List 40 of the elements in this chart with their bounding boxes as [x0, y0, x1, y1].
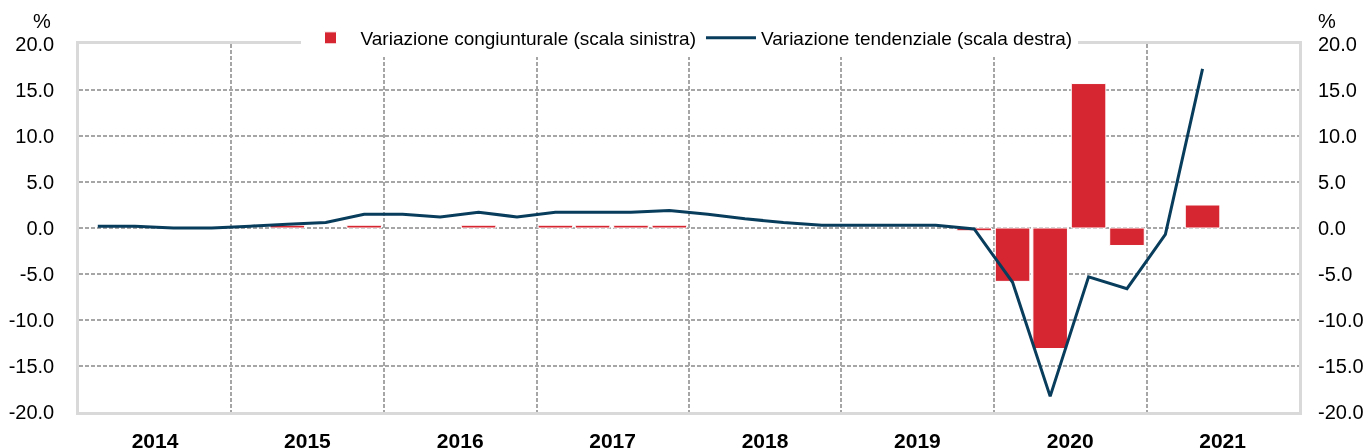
y-tick-label: -15.0 — [8, 355, 55, 377]
y2-tick-label: 0.0 — [1318, 217, 1346, 239]
x-tick-label: 2016 — [436, 428, 484, 448]
bar — [460, 224, 497, 229]
x-tick-label: 2014 — [131, 428, 179, 448]
bar — [1070, 83, 1107, 229]
y-tick-label: 15.0 — [15, 79, 55, 101]
bar — [537, 224, 574, 229]
x-tick-label: 2018 — [741, 428, 789, 448]
line-series — [96, 67, 1205, 398]
y-tick-label: -10.0 — [8, 309, 55, 331]
y2-tick-label: -10.0 — [1318, 309, 1364, 331]
y2-tick-label: 20.0 — [1318, 33, 1357, 55]
bar — [1184, 204, 1221, 229]
y2-tick-label: -20.0 — [1318, 401, 1364, 423]
bar — [1109, 227, 1145, 246]
y-axis-title: % — [33, 10, 51, 32]
y2-tick-label: 5.0 — [1318, 171, 1346, 193]
y-tick-label: -20.0 — [8, 401, 55, 423]
y-tick-label: 5.0 — [26, 171, 55, 193]
bar — [574, 224, 611, 229]
y2-axis-title: % — [1318, 10, 1336, 32]
y-tick-label: 20.0 — [15, 33, 55, 55]
y-tick-label: 0.0 — [26, 217, 55, 239]
y2-tick-label: 15.0 — [1318, 79, 1357, 101]
x-tick-label: 2020 — [1046, 428, 1094, 448]
y2-tick-label: 10.0 — [1318, 125, 1357, 147]
bar — [613, 224, 649, 229]
y2-tick-label: -5.0 — [1318, 263, 1353, 285]
y-tick-label: 10.0 — [15, 125, 55, 147]
legend-label: Variazione congiunturale (scala sinistra) — [360, 28, 696, 50]
bar — [651, 224, 688, 229]
legend-label: Variazione tendenziale (scala destra) — [760, 28, 1073, 50]
x-tick-label: 2015 — [284, 428, 332, 448]
y2-tick-label: -15.0 — [1318, 355, 1364, 377]
bar — [346, 224, 382, 229]
x-tick-label: 2019 — [894, 428, 941, 448]
x-tick-label: 2017 — [589, 428, 636, 448]
x-tick-label: 2021 — [1199, 428, 1247, 448]
y-tick-label: -5.0 — [19, 263, 55, 285]
